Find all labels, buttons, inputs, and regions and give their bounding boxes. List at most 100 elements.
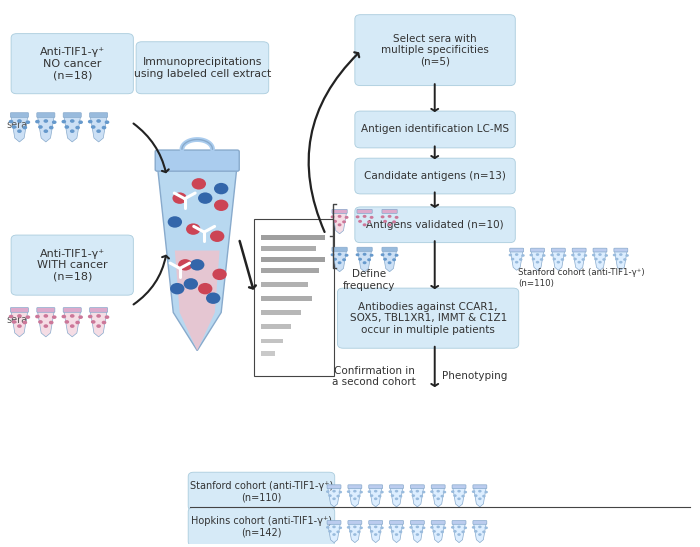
Circle shape — [598, 253, 602, 256]
Ellipse shape — [172, 193, 187, 204]
FancyBboxPatch shape — [355, 207, 515, 243]
Circle shape — [422, 526, 426, 529]
FancyBboxPatch shape — [11, 33, 133, 94]
Circle shape — [453, 494, 456, 497]
Circle shape — [436, 533, 440, 536]
Circle shape — [35, 120, 40, 124]
Circle shape — [561, 258, 564, 261]
Text: Stanford cohort (anti-TIF1-γ⁺)
(n=110): Stanford cohort (anti-TIF1-γ⁺) (n=110) — [518, 268, 645, 288]
Circle shape — [515, 253, 519, 256]
Circle shape — [43, 324, 48, 328]
Circle shape — [519, 258, 522, 261]
FancyBboxPatch shape — [473, 485, 486, 488]
Circle shape — [578, 261, 581, 264]
Polygon shape — [474, 523, 486, 543]
Circle shape — [105, 120, 109, 124]
Circle shape — [76, 321, 80, 324]
Circle shape — [416, 497, 419, 500]
Text: Anti-TIF1-γ⁺
NO cancer
(n=18): Anti-TIF1-γ⁺ NO cancer (n=18) — [40, 47, 105, 80]
FancyBboxPatch shape — [37, 307, 55, 312]
Circle shape — [78, 120, 83, 124]
FancyBboxPatch shape — [327, 521, 341, 525]
Circle shape — [529, 254, 533, 257]
Circle shape — [368, 490, 371, 493]
FancyBboxPatch shape — [390, 521, 403, 525]
Circle shape — [451, 526, 454, 529]
Circle shape — [22, 126, 27, 130]
Circle shape — [49, 126, 54, 130]
FancyBboxPatch shape — [355, 111, 515, 148]
Circle shape — [388, 261, 391, 264]
Circle shape — [391, 530, 394, 533]
FancyBboxPatch shape — [410, 521, 424, 525]
Circle shape — [367, 258, 371, 261]
Text: Phenotyping: Phenotyping — [442, 371, 507, 381]
Polygon shape — [11, 116, 28, 142]
Ellipse shape — [214, 200, 228, 211]
Circle shape — [550, 254, 554, 257]
Circle shape — [392, 220, 396, 223]
Polygon shape — [573, 251, 585, 270]
FancyBboxPatch shape — [452, 521, 466, 525]
Polygon shape — [453, 487, 466, 507]
Polygon shape — [358, 212, 372, 234]
Circle shape — [482, 494, 486, 497]
Circle shape — [363, 215, 367, 218]
FancyBboxPatch shape — [37, 113, 55, 118]
Polygon shape — [474, 487, 486, 507]
Circle shape — [584, 254, 587, 257]
Circle shape — [43, 129, 48, 133]
Circle shape — [552, 258, 556, 260]
Circle shape — [52, 120, 57, 124]
Circle shape — [336, 494, 340, 497]
Polygon shape — [349, 487, 361, 507]
Polygon shape — [383, 212, 396, 234]
Circle shape — [337, 253, 342, 256]
Circle shape — [70, 119, 75, 123]
FancyBboxPatch shape — [355, 158, 515, 194]
Circle shape — [511, 258, 514, 260]
Circle shape — [383, 220, 387, 223]
Bar — [260, 257, 326, 262]
FancyBboxPatch shape — [614, 248, 628, 252]
Circle shape — [363, 261, 367, 264]
Circle shape — [420, 494, 424, 497]
Circle shape — [326, 490, 330, 493]
Circle shape — [556, 261, 560, 264]
Circle shape — [582, 258, 585, 261]
Circle shape — [578, 253, 581, 256]
Circle shape — [349, 494, 353, 497]
Polygon shape — [615, 251, 627, 270]
Circle shape — [76, 126, 80, 130]
Ellipse shape — [198, 283, 212, 294]
Circle shape — [102, 126, 106, 130]
Circle shape — [332, 526, 336, 528]
Circle shape — [573, 258, 577, 260]
Circle shape — [478, 533, 482, 536]
Circle shape — [70, 324, 75, 328]
Circle shape — [370, 216, 374, 219]
Circle shape — [522, 254, 525, 257]
FancyBboxPatch shape — [90, 113, 108, 118]
Circle shape — [463, 491, 467, 493]
Polygon shape — [411, 487, 424, 507]
Circle shape — [389, 490, 392, 493]
Circle shape — [357, 494, 360, 497]
Circle shape — [478, 526, 482, 528]
FancyBboxPatch shape — [382, 247, 397, 251]
FancyBboxPatch shape — [10, 113, 29, 118]
Circle shape — [374, 533, 377, 536]
Bar — [260, 339, 283, 344]
FancyBboxPatch shape — [332, 210, 347, 213]
Text: Select sera with
multiple specificities
(n=5): Select sera with multiple specificities … — [381, 33, 489, 67]
Circle shape — [88, 315, 92, 318]
Circle shape — [97, 119, 101, 123]
Circle shape — [594, 258, 598, 260]
Circle shape — [349, 530, 353, 533]
Ellipse shape — [186, 223, 200, 235]
Circle shape — [64, 320, 69, 324]
Circle shape — [416, 490, 419, 492]
Polygon shape — [552, 251, 565, 270]
Circle shape — [381, 253, 384, 257]
Circle shape — [433, 494, 436, 497]
